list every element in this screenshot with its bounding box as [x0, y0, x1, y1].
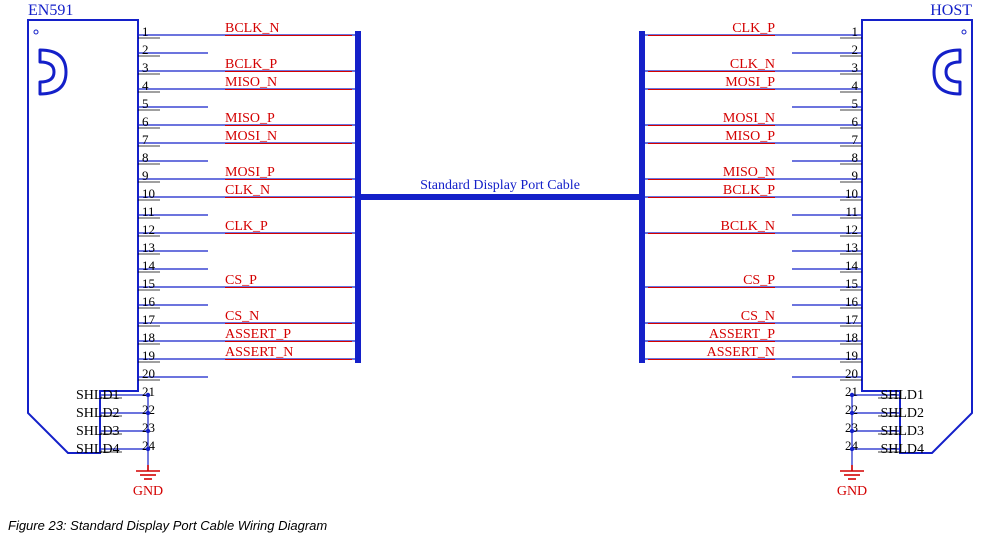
pin-number: 15: [845, 276, 858, 291]
signal-label: CS_P: [743, 273, 775, 288]
signal-label: CS_N: [225, 309, 259, 324]
shld-label: SHLD3: [880, 424, 924, 439]
signal-label: MISO_P: [725, 129, 775, 144]
signal-label: CLK_P: [732, 21, 775, 36]
pin-number: 10: [142, 186, 155, 201]
pin-number: 18: [142, 330, 155, 345]
signal-label: MISO_P: [225, 111, 275, 126]
pin-number: 13: [845, 240, 858, 255]
signal-label: CLK_N: [730, 57, 775, 72]
pin-number: 1: [142, 24, 149, 39]
dp-logo-icon: [934, 50, 960, 94]
signal-label: CS_N: [741, 309, 775, 324]
signal-label: ASSERT_N: [225, 345, 293, 360]
signal-label: BCLK_N: [225, 21, 279, 36]
signal-label: CS_P: [225, 273, 257, 288]
pin-number: 11: [142, 204, 155, 219]
pin-number: 12: [845, 222, 858, 237]
pin-number: 10: [845, 186, 858, 201]
shld-label: SHLD4: [880, 442, 924, 457]
pin-number: 11: [845, 204, 858, 219]
shld-label: SHLD1: [880, 388, 924, 403]
pin-number: 7: [142, 132, 149, 147]
pin-number: 1: [852, 24, 859, 39]
signal-label: BCLK_P: [723, 183, 775, 198]
signal-label: ASSERT_N: [707, 345, 775, 360]
pin-number: 9: [142, 168, 149, 183]
shld-label: SHLD4: [76, 442, 120, 457]
pin-number: 17: [845, 312, 859, 327]
pin-number: 17: [142, 312, 156, 327]
signal-label: MOSI_P: [225, 165, 275, 180]
pin-number: 5: [852, 96, 859, 111]
signal-label: MOSI_P: [725, 75, 775, 90]
shld-label: SHLD3: [76, 424, 120, 439]
pin-number: 8: [142, 150, 149, 165]
signal-label: ASSERT_P: [225, 327, 291, 342]
signal-label: BCLK_N: [721, 219, 775, 234]
signal-label: MISO_N: [225, 75, 277, 90]
pin-number: 18: [845, 330, 858, 345]
pin-number: 6: [142, 114, 149, 129]
pin-number: 16: [845, 294, 859, 309]
signal-label: MOSI_N: [225, 129, 277, 144]
gnd-label: GND: [837, 484, 867, 499]
shld-label: SHLD2: [880, 406, 924, 421]
wiring-diagram: EN591 1 BCLK_N 2 3 BCLK_P 4 MISO_N 5 6 MISO_P 7 MOSI…: [0, 0, 1000, 510]
pin-number: 3: [142, 60, 149, 75]
pin-number: 3: [852, 60, 859, 75]
pin-number: 4: [852, 78, 859, 93]
pin-number: 9: [852, 168, 859, 183]
signal-label: MISO_N: [723, 165, 775, 180]
pin-number: 13: [142, 240, 155, 255]
pin-number: 2: [142, 42, 149, 57]
shld-label: SHLD1: [76, 388, 120, 403]
pin-number: 20: [845, 366, 858, 381]
pin-number: 4: [142, 78, 149, 93]
signal-label: CLK_P: [225, 219, 268, 234]
gnd-label: GND: [133, 484, 163, 499]
cable-label: Standard Display Port Cable: [420, 178, 580, 193]
signal-label: ASSERT_P: [709, 327, 775, 342]
pin-number: 15: [142, 276, 155, 291]
pin-number: 7: [852, 132, 859, 147]
dp-logo-icon: [40, 50, 66, 94]
pin-number: 6: [852, 114, 859, 129]
figure-caption: Figure 23: Standard Display Port Cable W…: [8, 518, 327, 533]
pin-number: 16: [142, 294, 156, 309]
shld-label: SHLD2: [76, 406, 120, 421]
pin-number: 2: [852, 42, 859, 57]
pin-number: 14: [142, 258, 156, 273]
pin-number: 20: [142, 366, 155, 381]
pin-number: 8: [852, 150, 859, 165]
signal-label: BCLK_P: [225, 57, 277, 72]
connector-title: HOST: [930, 2, 972, 19]
signal-label: CLK_N: [225, 183, 270, 198]
pin-number: 5: [142, 96, 149, 111]
pin-number: 19: [845, 348, 858, 363]
signal-label: MOSI_N: [723, 111, 775, 126]
connector-title: EN591: [28, 2, 73, 19]
pin-number: 12: [142, 222, 155, 237]
pin-number: 19: [142, 348, 155, 363]
pin-number: 14: [845, 258, 859, 273]
